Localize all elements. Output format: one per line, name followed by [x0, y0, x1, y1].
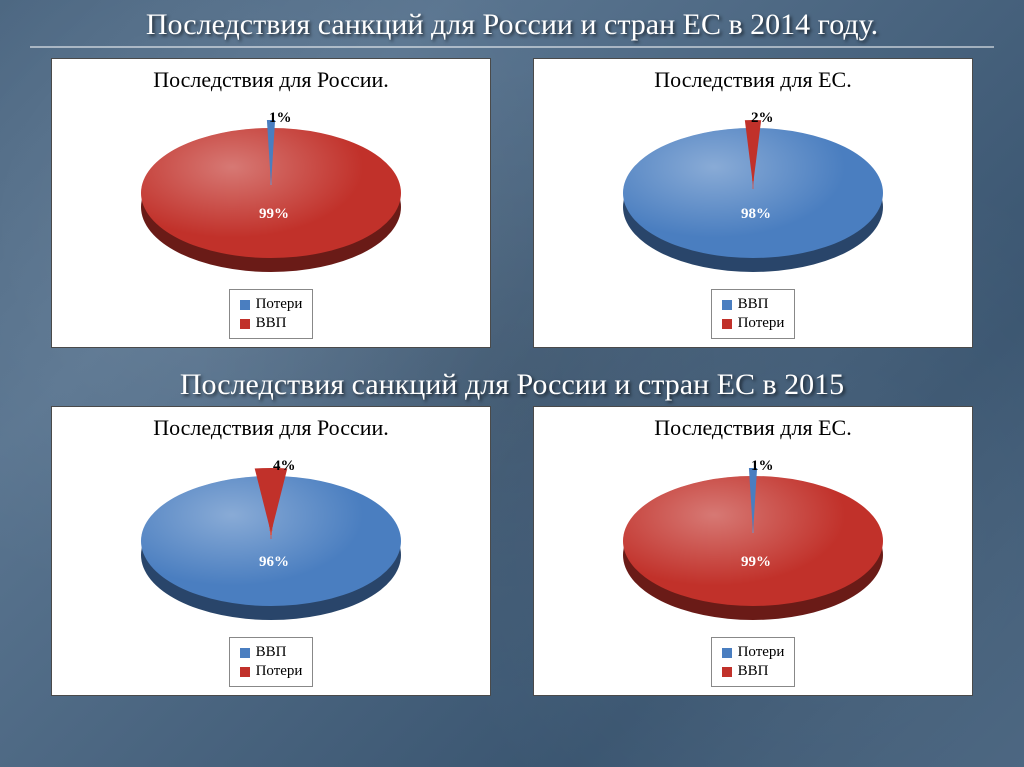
- legend-item: ВВП: [240, 315, 303, 332]
- main-pct-label: 99%: [741, 554, 771, 571]
- legend-swatch: [240, 319, 250, 329]
- panel-eu-2014: Последствия для ЕС. 98% 2% ВВП Потери: [533, 58, 973, 348]
- legend-label: ВВП: [738, 663, 769, 680]
- legend-swatch: [722, 300, 732, 310]
- legend-swatch: [240, 667, 250, 677]
- slice-pct-label: 2%: [751, 110, 774, 127]
- legend-item: ВВП: [240, 644, 303, 661]
- row-2014: Последствия для России.99%1%ПотериВВП По…: [0, 58, 1024, 348]
- legend-swatch: [240, 300, 250, 310]
- legend-swatch: [722, 648, 732, 658]
- legend-item: Потери: [722, 644, 785, 661]
- legend-item: Потери: [722, 315, 785, 332]
- panel-russia-2015: Последствия для России. 96% 4% ВВП Потери: [51, 406, 491, 696]
- legend-item: ВВП: [722, 296, 785, 313]
- pie-chart: 98% 2%: [534, 97, 972, 289]
- slice-pct-label: 1%: [751, 458, 774, 475]
- legend-item: Потери: [240, 296, 303, 313]
- slice-pct-label: 4%: [273, 458, 296, 475]
- chart-title: Последствия для России.: [153, 407, 389, 445]
- legend: Потери ВВП: [229, 289, 314, 339]
- panel-eu-2015: Последствия для ЕС. 99% 1% Потери ВВП: [533, 406, 973, 696]
- legend-item: ВВП: [722, 663, 785, 680]
- main-pct-label: 99%: [259, 206, 289, 223]
- pie-chart: 99% 1%: [52, 97, 490, 289]
- legend-label: ВВП: [256, 644, 287, 661]
- legend-label: Потери: [738, 315, 785, 332]
- legend-label: ВВП: [738, 296, 769, 313]
- heading-2014: Последствия санкций для России и стран Е…: [30, 0, 994, 48]
- legend-item: Потери: [240, 663, 303, 680]
- legend-label: ВВП: [256, 315, 287, 332]
- pie-chart: 99% 1%: [534, 445, 972, 637]
- chart-title: Последствия для России.: [153, 59, 389, 97]
- legend-swatch: [722, 319, 732, 329]
- heading-2015: Последствия санкций для России и стран Е…: [0, 360, 1024, 406]
- legend-label: Потери: [256, 296, 303, 313]
- legend-label: Потери: [738, 644, 785, 661]
- row-2015: Последствия для России. 96% 4% ВВП Потери По…: [0, 406, 1024, 696]
- legend-label: Потери: [256, 663, 303, 680]
- pie-chart: 96% 4%: [52, 445, 490, 637]
- panel-russia-2014: Последствия для России. 99% 1% Потери ВВП: [51, 58, 491, 348]
- chart-title: Последствия для ЕС.: [654, 407, 851, 445]
- main-pct-label: 98%: [741, 206, 771, 223]
- slice-pct-label: 1%: [269, 110, 292, 127]
- chart-title: Последствия для ЕС.: [654, 59, 851, 97]
- legend-swatch: [722, 667, 732, 677]
- legend: Потери ВВП: [711, 637, 796, 687]
- legend: ВВП Потери: [711, 289, 796, 339]
- main-pct-label: 96%: [259, 554, 289, 571]
- legend: ВВП Потери: [229, 637, 314, 687]
- legend-swatch: [240, 648, 250, 658]
